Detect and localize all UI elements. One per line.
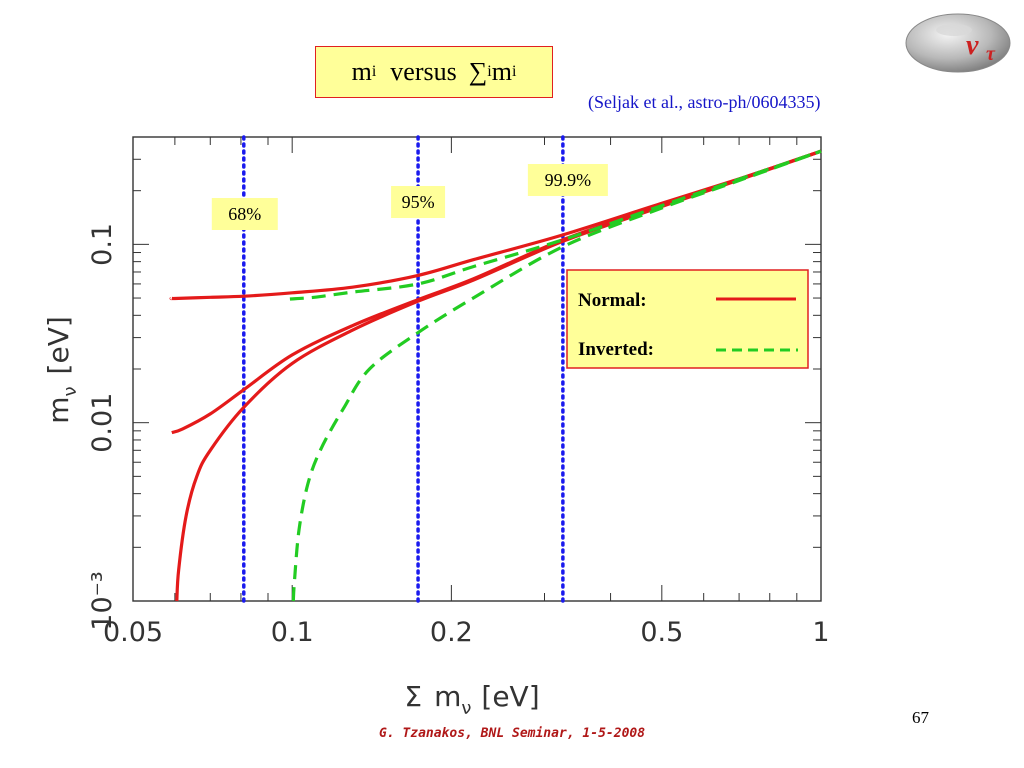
x-tick-label: 0.2	[430, 617, 473, 648]
footer: G. Tzanakos, BNL Seminar, 1-5-2008	[378, 726, 646, 741]
y-tick-label: 0.1	[87, 223, 118, 266]
cl-label-box	[527, 164, 608, 196]
title-m2: m	[491, 57, 512, 86]
cl-label: 99.9%	[545, 170, 592, 190]
title-sum: ∑	[468, 57, 488, 86]
title-m: m	[351, 57, 372, 86]
page-number: 67	[912, 708, 929, 727]
y-tick-label: 10⁻³	[87, 571, 118, 630]
title-m2-sub-i: i	[511, 63, 517, 80]
cl-label: 68%	[228, 204, 261, 224]
x-tick-label: 0.5	[640, 617, 683, 648]
legend-inverted-label: Inverted:	[578, 339, 654, 360]
title-sum-sub-i: i	[487, 63, 492, 80]
x-tick-label: 0.05	[103, 617, 163, 648]
x-tick-label: 0.1	[271, 617, 314, 648]
title-sub-i: i	[371, 63, 377, 80]
y-tick-label: 0.01	[87, 393, 118, 453]
legend-normal-label: Normal:	[578, 290, 647, 311]
series-inverted-lightest	[291, 149, 822, 602]
logo-nu: ν	[966, 30, 979, 61]
cl-label-box	[391, 186, 446, 218]
x-tick-label: 1	[812, 617, 829, 648]
nu-tau-logo: ν τ	[905, 13, 1011, 73]
title-versus: versus	[390, 57, 457, 86]
logo-tau: τ	[986, 43, 996, 65]
citation: (Seljak et al., astro-ph/0604335)	[588, 92, 821, 112]
cl-label: 95%	[402, 192, 435, 212]
legend-box	[566, 269, 809, 369]
y-axis-label: mν[eV]	[42, 316, 81, 424]
cl-label-box	[211, 198, 278, 230]
